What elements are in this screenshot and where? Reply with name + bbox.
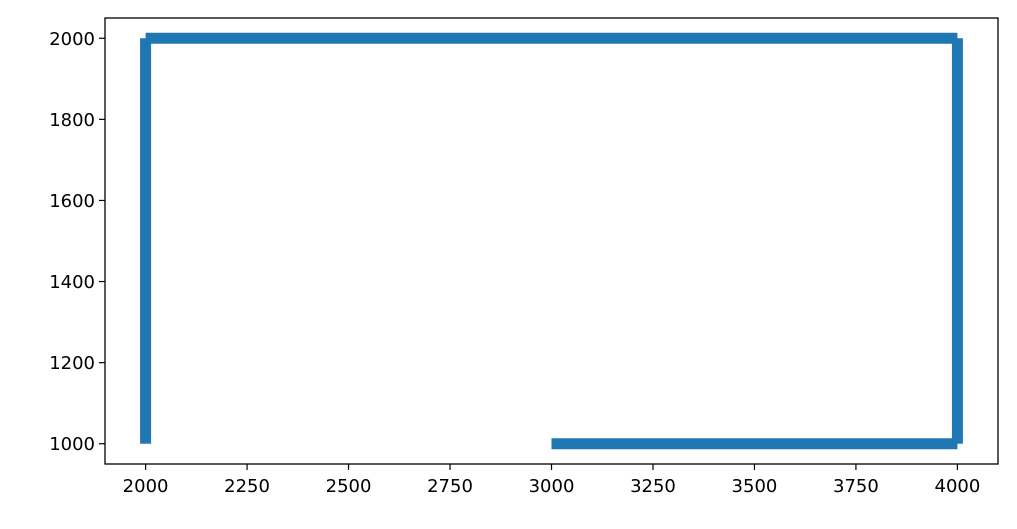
- x-tick-label: 3000: [529, 476, 575, 497]
- y-tick-label: 1800: [49, 110, 95, 131]
- x-tick-label: 3500: [732, 476, 778, 497]
- x-axis: 2000 2250 2500 2750 3000 3250 3500 3750 4000: [123, 464, 981, 497]
- x-tick-label: 2750: [427, 476, 473, 497]
- x-tick-label: 4000: [935, 476, 981, 497]
- plot-frame: [104, 17, 999, 465]
- y-tick-label: 1000: [49, 434, 95, 455]
- y-tick-label: 1200: [49, 353, 95, 374]
- y-tick-label: 1600: [49, 191, 95, 212]
- x-tick-label: 2250: [224, 476, 270, 497]
- x-tick-label: 2000: [123, 476, 169, 497]
- y-tick-label: 2000: [49, 29, 95, 50]
- plot-lines: [140, 32, 963, 450]
- x-tick-label: 3250: [630, 476, 676, 497]
- x-tick-label: 2500: [326, 476, 372, 497]
- y-axis: 1000 1200 1400 1600 1800 2000: [49, 29, 105, 455]
- y-tick-label: 1400: [49, 272, 95, 293]
- x-tick-label: 3750: [833, 476, 879, 497]
